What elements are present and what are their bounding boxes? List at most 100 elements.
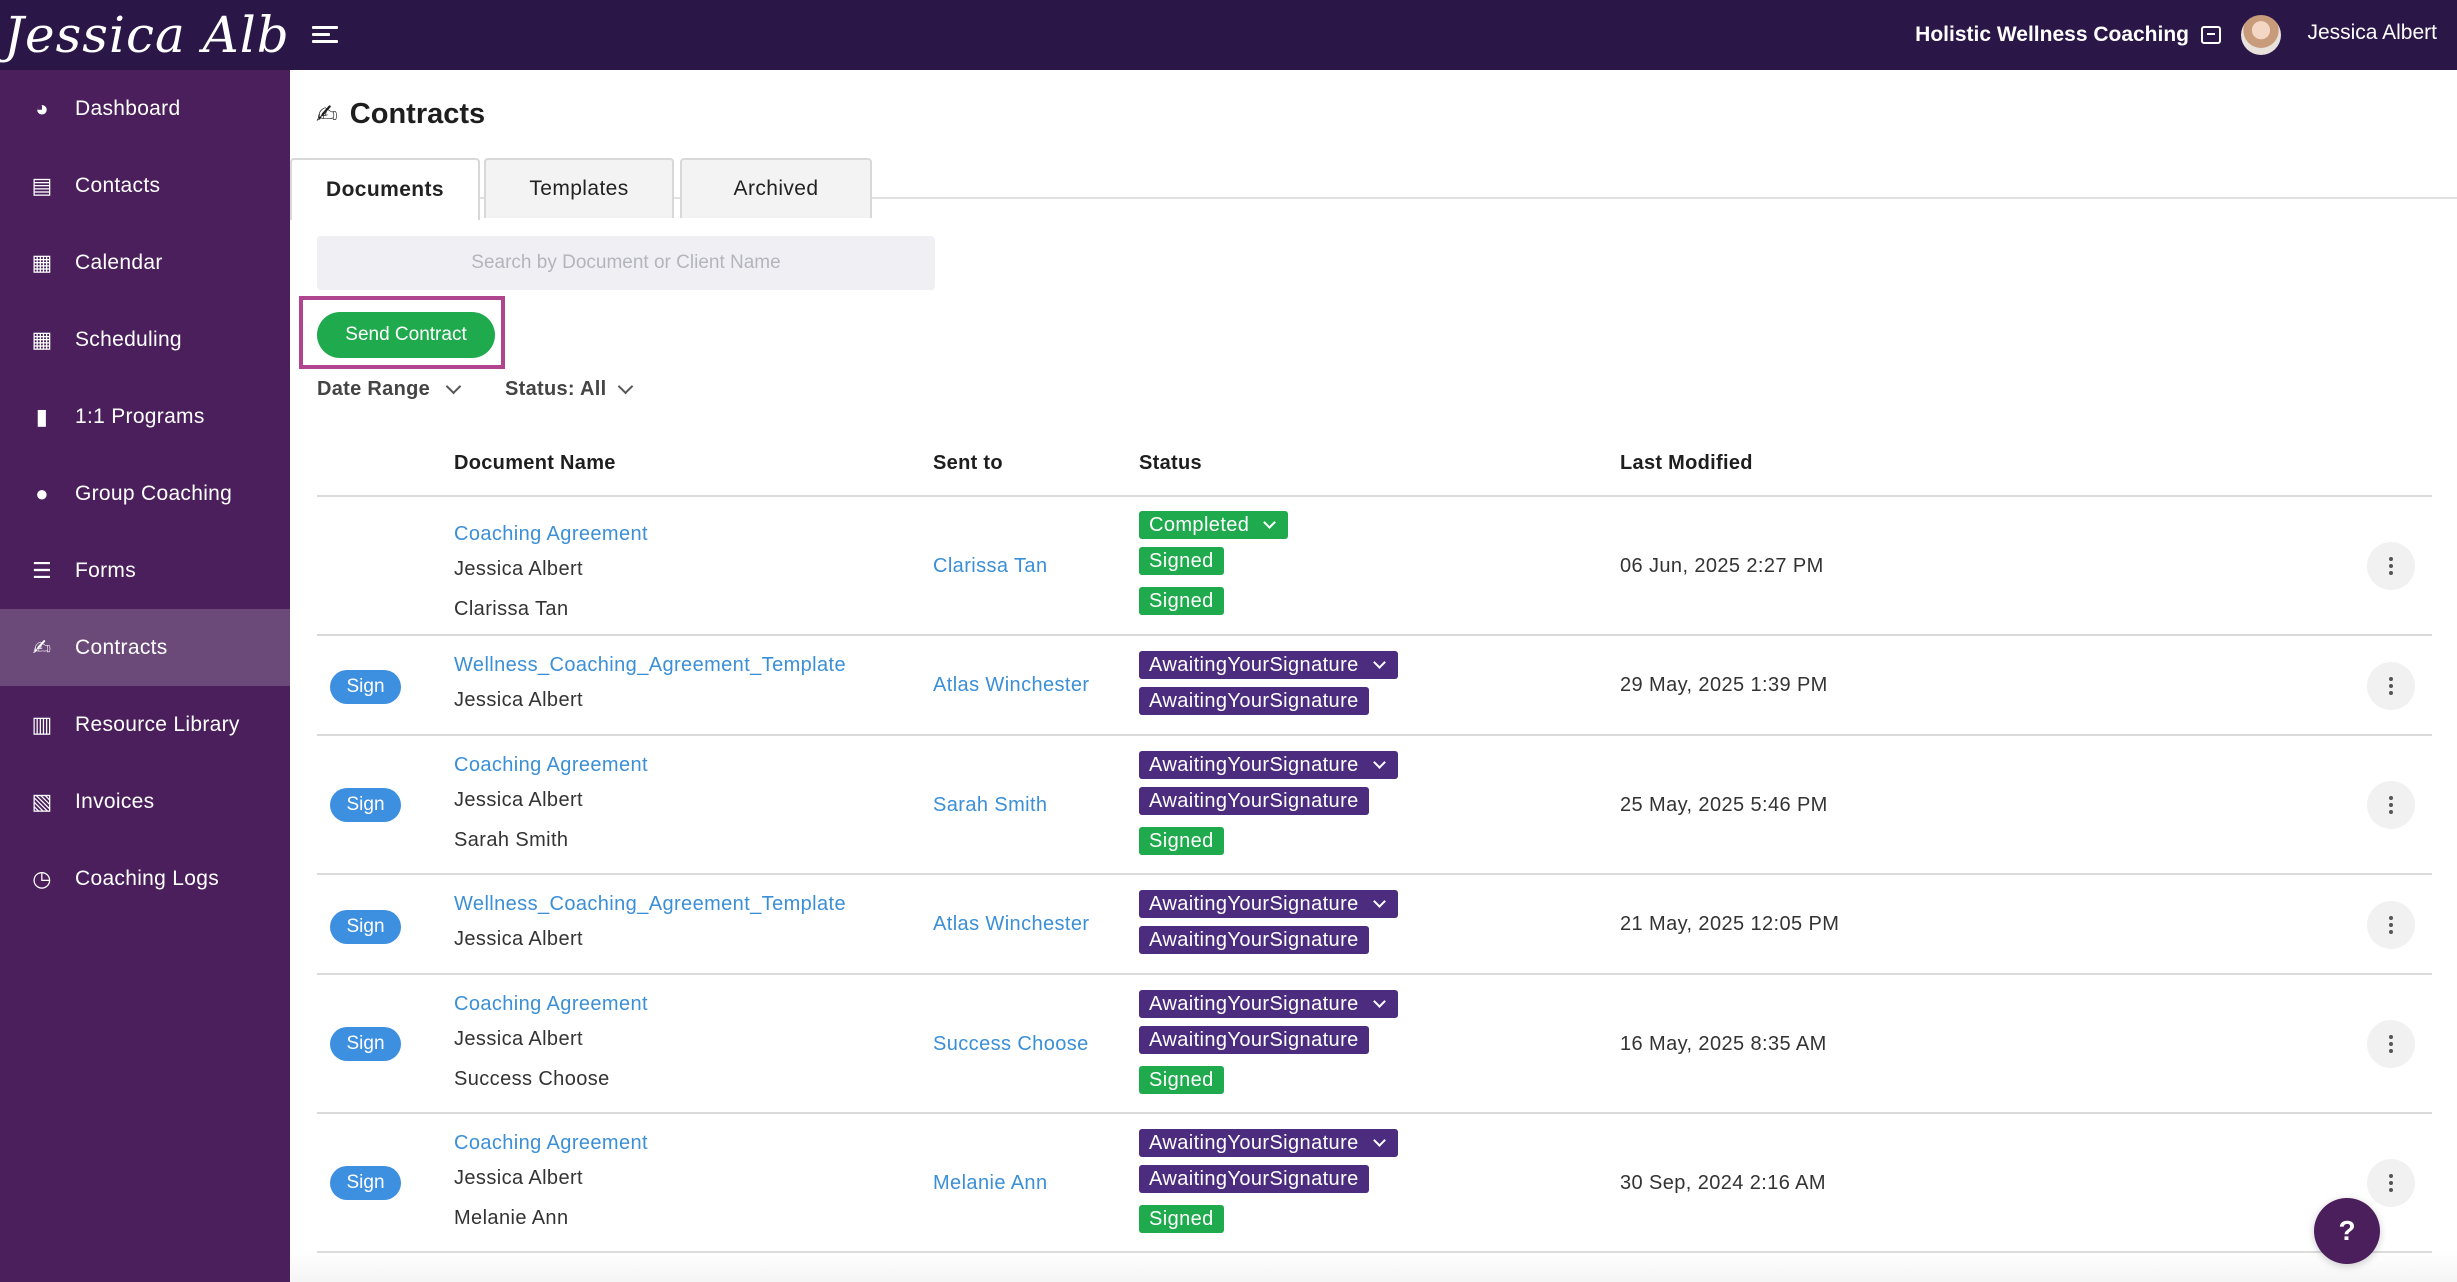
sign-button[interactable]: Sign: [330, 1166, 401, 1200]
last-modified: 06 Jun, 2025 2:27 PM: [1620, 555, 1824, 577]
signer-name: Jessica Albert: [454, 689, 583, 711]
status-text: AwaitingYourSignature: [1149, 1132, 1359, 1154]
help-button[interactable]: ?: [2314, 1198, 2380, 1264]
signer-name: Jessica Albert: [454, 1167, 583, 1189]
column-header-status[interactable]: Status: [1139, 452, 1202, 474]
highlight-box: [299, 296, 505, 369]
business-name[interactable]: Holistic Wellness Coaching: [1915, 23, 2189, 46]
sidebar-item-label: Group Coaching: [75, 481, 233, 505]
tab-templates[interactable]: Templates: [484, 158, 674, 218]
status-badge[interactable]: AwaitingYourSignature: [1139, 990, 1398, 1018]
sidebar-item-contacts[interactable]: ▤ Contacts: [0, 147, 290, 224]
page-title-text: Contracts: [349, 98, 486, 130]
document-link[interactable]: Wellness_Coaching_Agreement_Template: [454, 654, 847, 676]
signer-status-badge: Signed: [1139, 1066, 1224, 1094]
more-options-icon[interactable]: [2367, 542, 2415, 590]
signer-name: Jessica Albert: [454, 558, 583, 580]
briefcase-icon[interactable]: [2201, 26, 2221, 44]
signer-name: Success Choose: [454, 1068, 610, 1090]
chevron-down-icon: [445, 378, 462, 395]
signature-icon: ✍: [32, 634, 52, 660]
sidebar-item-label: Coaching Logs: [75, 866, 219, 890]
top-bar: Jessica Albert Holistic Wellness Coachin…: [0, 0, 2457, 70]
list-check-icon: ☰: [31, 557, 53, 583]
sidebar-item-label: Invoices: [75, 789, 155, 813]
status-badge[interactable]: AwaitingYourSignature: [1139, 890, 1398, 918]
calendar-icon: ▦: [31, 249, 53, 275]
invoice-icon: ▧: [31, 788, 53, 814]
sent-to-link[interactable]: Clarissa Tan: [933, 555, 1048, 577]
column-header-sent-to[interactable]: Sent to: [933, 452, 1003, 474]
more-options-icon[interactable]: [2367, 901, 2415, 949]
sent-to-link[interactable]: Atlas Winchester: [933, 913, 1090, 935]
signer-status-badge: Signed: [1139, 587, 1224, 615]
avatar[interactable]: [2241, 15, 2281, 55]
sent-to-link[interactable]: Atlas Winchester: [933, 674, 1090, 696]
signer-status-badge: AwaitingYourSignature: [1139, 1165, 1369, 1193]
sidebar-item-group-coaching[interactable]: ● Group Coaching: [0, 455, 290, 532]
status-badge[interactable]: AwaitingYourSignature: [1139, 751, 1398, 779]
status-badge[interactable]: AwaitingYourSignature: [1139, 1129, 1398, 1157]
signer-name: Sarah Smith: [454, 829, 569, 851]
sign-button[interactable]: Sign: [330, 1027, 401, 1061]
sidebar-item-label: Dashboard: [75, 96, 181, 120]
date-range-label: Date Range: [317, 378, 431, 400]
sidebar-item-dashboard[interactable]: ◕ Dashboard: [0, 70, 290, 147]
signer-name: Jessica Albert: [454, 789, 583, 811]
document-link[interactable]: Wellness_Coaching_Agreement_Template: [454, 893, 847, 915]
user-name[interactable]: Jessica Albert: [2307, 21, 2437, 44]
sent-to-link[interactable]: Success Choose: [933, 1033, 1089, 1055]
more-options-icon[interactable]: [2367, 1159, 2415, 1207]
status-text: Completed: [1149, 514, 1250, 536]
table-row[interactable]: Sign Coaching Agreement Jessica Albert S…: [317, 736, 2432, 875]
group-icon: ●: [35, 480, 49, 506]
table-row[interactable]: Sign Wellness_Coaching_Agreement_Templat…: [317, 875, 2432, 975]
table-row[interactable]: Sign Coaching Agreement Jessica Albert M…: [317, 1114, 2432, 1253]
signer-status-badge: AwaitingYourSignature: [1139, 926, 1369, 954]
status-badge[interactable]: Completed: [1139, 511, 1289, 539]
signer-status-badge: AwaitingYourSignature: [1139, 687, 1369, 715]
more-options-icon[interactable]: [2367, 781, 2415, 829]
chevron-down-icon: [1372, 995, 1386, 1008]
sign-button[interactable]: Sign: [330, 910, 401, 944]
column-header-document-name[interactable]: Document Name: [454, 452, 616, 474]
search-input[interactable]: [317, 236, 935, 290]
table-row[interactable]: Sign Wellness_Coaching_Agreement_Templat…: [317, 636, 2432, 736]
tabs-divider: [290, 197, 2457, 199]
brand-logo[interactable]: Jessica Albert: [4, 6, 290, 64]
book-icon: ▮: [35, 403, 49, 429]
sidebar-item-programs[interactable]: ▮ 1:1 Programs: [0, 378, 290, 455]
sidebar-item-forms[interactable]: ☰ Forms: [0, 532, 290, 609]
status-badge[interactable]: AwaitingYourSignature: [1139, 651, 1398, 679]
signer-status-badge: AwaitingYourSignature: [1139, 787, 1369, 815]
sent-to-link[interactable]: Sarah Smith: [933, 794, 1048, 816]
sign-button[interactable]: Sign: [330, 788, 401, 822]
sidebar-item-resource-library[interactable]: ▥ Resource Library: [0, 686, 290, 763]
document-link[interactable]: Coaching Agreement: [454, 1132, 648, 1154]
sidebar-item-calendar[interactable]: ▦ Calendar: [0, 224, 290, 301]
sidebar-item-coaching-logs[interactable]: ◷ Coaching Logs: [0, 840, 290, 917]
sign-button[interactable]: Sign: [330, 670, 401, 704]
send-contract-button[interactable]: Send Contract: [317, 312, 495, 358]
more-options-icon[interactable]: [2367, 1020, 2415, 1068]
table-row[interactable]: Coaching Agreement Jessica Albert Claris…: [317, 497, 2432, 636]
clock-icon: ◷: [32, 865, 52, 891]
signer-status-badge: Signed: [1139, 547, 1224, 575]
sidebar-item-contracts[interactable]: ✍ Contracts: [0, 609, 290, 686]
sidebar-item-scheduling[interactable]: ▦ Scheduling: [0, 301, 290, 378]
status-text: AwaitingYourSignature: [1149, 654, 1359, 676]
table-row[interactable]: Sign Coaching Agreement Jessica Albert S…: [317, 975, 2432, 1114]
document-link[interactable]: Coaching Agreement: [454, 754, 648, 776]
date-range-filter[interactable]: Date Range: [317, 378, 462, 401]
status-filter-label: Status: All: [505, 378, 607, 400]
document-link[interactable]: Coaching Agreement: [454, 523, 648, 545]
menu-toggle-icon[interactable]: [312, 22, 338, 48]
column-header-last-modified[interactable]: Last Modified: [1620, 452, 1753, 474]
more-options-icon[interactable]: [2367, 662, 2415, 710]
tab-archived[interactable]: Archived: [680, 158, 872, 218]
sent-to-link[interactable]: Melanie Ann: [933, 1172, 1048, 1194]
document-link[interactable]: Coaching Agreement: [454, 993, 648, 1015]
sidebar-item-invoices[interactable]: ▧ Invoices: [0, 763, 290, 840]
tab-documents[interactable]: Documents: [290, 158, 480, 220]
status-filter[interactable]: Status: All: [505, 378, 634, 401]
